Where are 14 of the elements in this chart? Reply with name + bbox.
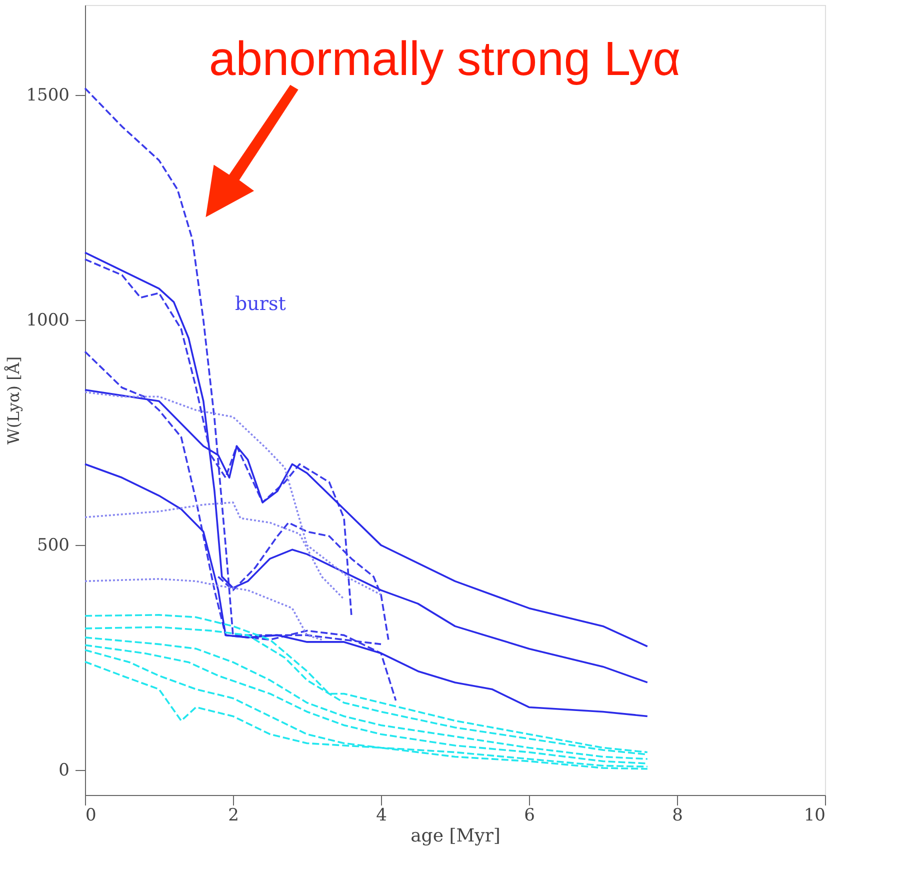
y-tick-label: 1000 [26,310,70,331]
y-tick-label: 0 [58,760,70,781]
y-tick-label: 500 [37,536,70,556]
x-tick-label: 0 [86,806,96,826]
x-tick-label: 10 [804,806,826,826]
x-tick-label: 4 [376,806,387,826]
y-axis-title: W(Lyα) [Å] [4,356,24,445]
x-tick-label: 2 [228,806,239,826]
annotation: abnormally strong Lyα [209,33,681,86]
y-tick-label: 1500 [26,86,70,106]
x-axis-title: age [Myr] [410,826,500,846]
x-tick-label: 8 [672,806,683,826]
annotation: burst [235,293,286,315]
x-tick-label: 6 [524,806,535,826]
